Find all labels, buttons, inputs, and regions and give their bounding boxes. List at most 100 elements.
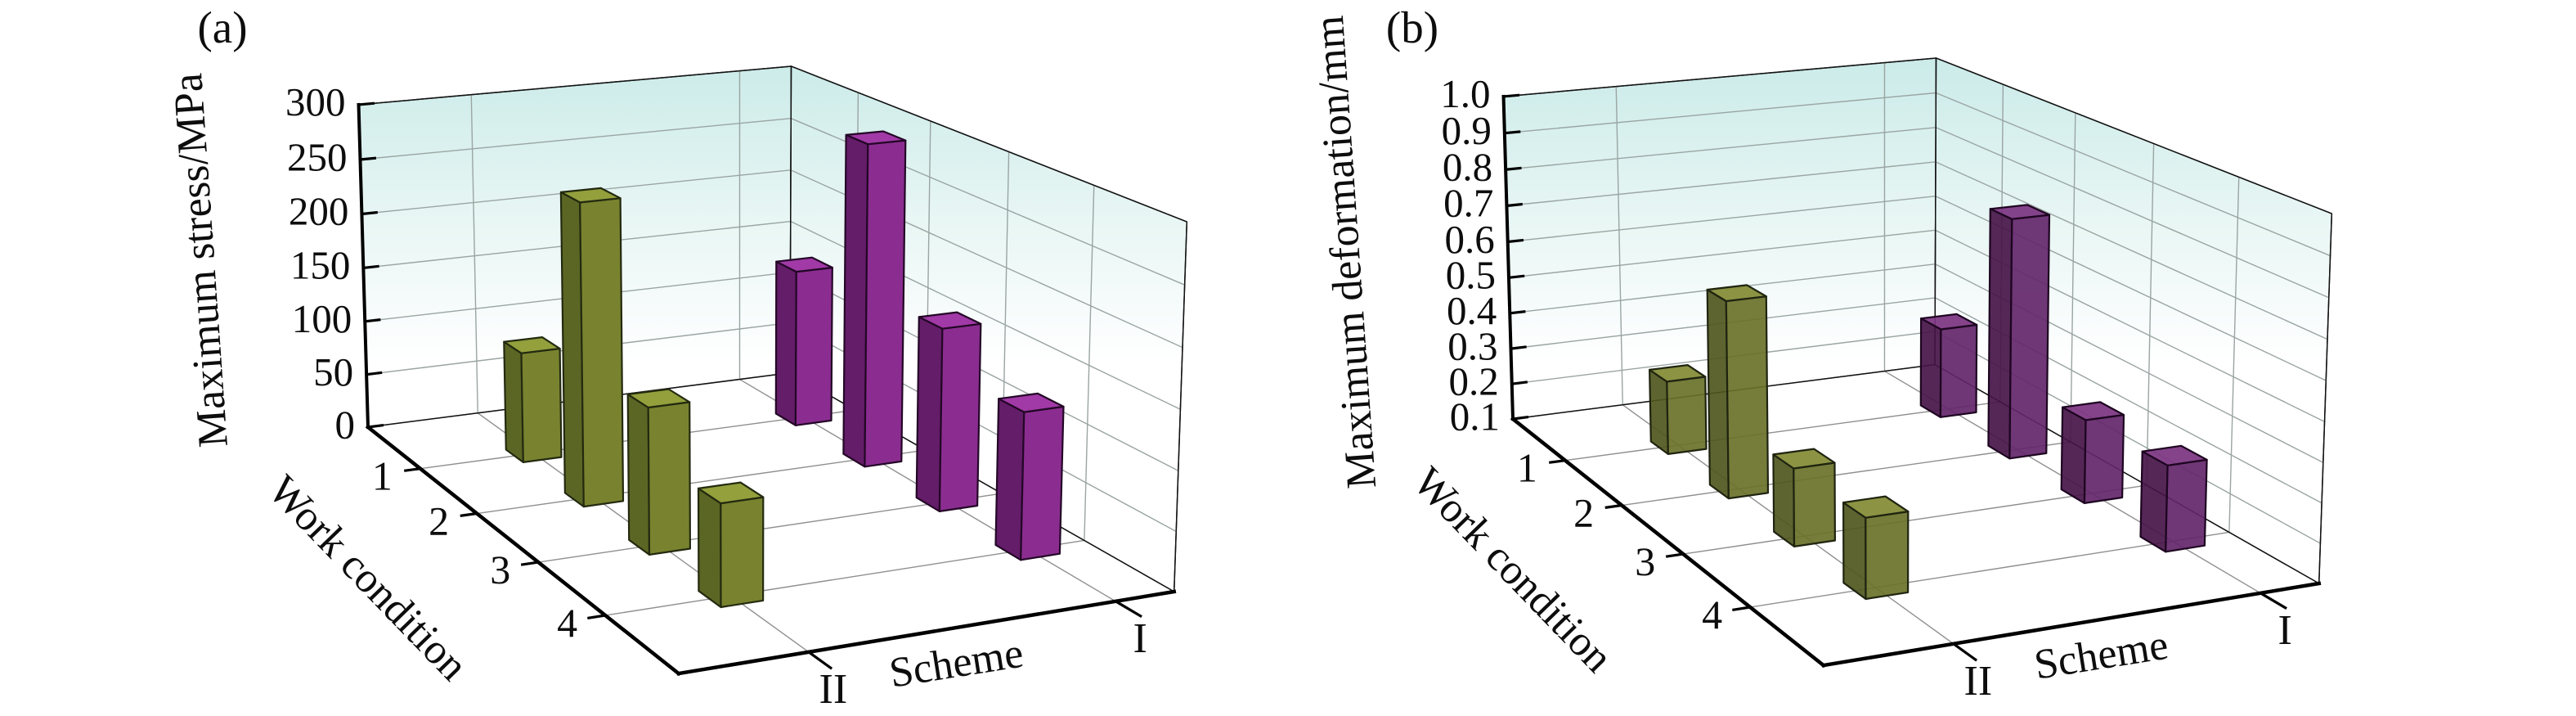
panel-label: (b) bbox=[1386, 2, 1438, 52]
work-condition-tick-label: 4 bbox=[557, 600, 577, 646]
left-wall-gridline bbox=[1506, 127, 1936, 170]
bar-front-face bbox=[1939, 323, 1978, 418]
bar-top-face bbox=[1842, 495, 1910, 519]
bar-scheme-i-wc2 bbox=[842, 130, 907, 468]
z-tick bbox=[1510, 345, 1527, 350]
z-tick-label: 0.4 bbox=[1447, 288, 1497, 333]
z-tick-label: 0.2 bbox=[1449, 358, 1499, 403]
bar-front-face bbox=[2083, 413, 2125, 505]
bar-top-face bbox=[626, 388, 691, 409]
z-tick bbox=[1506, 202, 1523, 208]
z-tick bbox=[1505, 166, 1522, 171]
z-tick bbox=[363, 264, 379, 270]
scheme-tick-label: I bbox=[1133, 615, 1147, 662]
z-tick bbox=[1504, 130, 1521, 135]
left-wall-gridline bbox=[1506, 161, 1936, 207]
bar-side-face bbox=[1842, 501, 1867, 601]
bar-side-face bbox=[2060, 406, 2087, 505]
z-tick-label: 0.5 bbox=[1446, 253, 1496, 298]
bar-scheme-ii-wc3 bbox=[626, 388, 692, 556]
bar-top-face bbox=[1648, 364, 1707, 383]
bar-front-face bbox=[864, 139, 907, 468]
scheme-tick bbox=[2260, 592, 2287, 610]
bar-scheme-ii-wc3 bbox=[1772, 448, 1836, 548]
bar-scheme-ii-wc4 bbox=[697, 481, 765, 609]
bar-scheme-i-wc1 bbox=[774, 256, 833, 426]
bar-top-face bbox=[559, 187, 622, 204]
wall-corner-edge bbox=[1934, 57, 1937, 365]
bar-front-face bbox=[1725, 295, 1770, 500]
bar-top-face bbox=[2141, 444, 2208, 466]
bar-scheme-i-wc4 bbox=[2139, 444, 2208, 553]
z-tick-label: 100 bbox=[292, 296, 352, 341]
right-wall-vertical-gridline bbox=[2146, 143, 2155, 486]
work-condition-tick bbox=[403, 467, 421, 472]
bar-side-face bbox=[1987, 208, 2013, 460]
left-wall-top-edge bbox=[358, 65, 792, 106]
z-tick bbox=[1511, 381, 1528, 385]
bar-top-face bbox=[998, 392, 1065, 413]
bar-scheme-ii-wc2 bbox=[1706, 284, 1770, 500]
bar-side-face bbox=[1919, 317, 1942, 418]
z-tick bbox=[1507, 238, 1524, 244]
left-wall-vertical-gridline bbox=[470, 94, 478, 413]
bar-scheme-ii-wc1 bbox=[503, 336, 563, 464]
bar-front-face bbox=[579, 197, 625, 508]
bar-side-face bbox=[774, 260, 797, 426]
bar-front-face bbox=[647, 401, 692, 556]
z-tick-label: 0.1 bbox=[1450, 394, 1500, 439]
z-tick-label: 50 bbox=[313, 349, 353, 394]
left-wall-gridline bbox=[360, 117, 792, 160]
scheme-axis-title: Scheme bbox=[2031, 622, 2171, 689]
bar-front-face bbox=[1865, 510, 1910, 601]
z-tick-label: 0 bbox=[335, 402, 356, 447]
scheme-tick-label: I bbox=[2278, 607, 2292, 654]
bar-scheme-i-wc3 bbox=[2060, 401, 2125, 505]
bar-top-face bbox=[697, 481, 765, 505]
z-tick-label: 0.3 bbox=[1447, 323, 1497, 368]
right-wall-side-edge bbox=[2318, 213, 2333, 584]
z-tick bbox=[360, 156, 377, 161]
z-tick-label: 0.7 bbox=[1443, 181, 1493, 226]
bar-scheme-i-wc3 bbox=[915, 311, 982, 513]
z-axis-title: Maximum deformation/mm bbox=[1306, 14, 1385, 490]
bar-front-face bbox=[1020, 405, 1065, 561]
bar-side-face bbox=[842, 133, 869, 468]
z-tick-label: 0.9 bbox=[1442, 108, 1492, 153]
scheme-tick bbox=[1952, 642, 1978, 662]
left-wall-gridline bbox=[1504, 92, 1936, 134]
bar-front-face bbox=[1793, 462, 1836, 548]
z-tick bbox=[366, 371, 383, 376]
bar-top-face bbox=[503, 336, 561, 354]
panel-b: 0.10.20.30.40.50.60.70.80.91.01234IIIMax… bbox=[1306, 2, 2333, 705]
bar-side-face bbox=[503, 340, 524, 464]
z-tick bbox=[365, 318, 381, 323]
bar-side-face bbox=[1648, 368, 1669, 456]
work-condition-tick-label: 1 bbox=[1517, 445, 1537, 491]
bar-top-face bbox=[1989, 204, 2051, 220]
left-wall-gridline bbox=[1507, 196, 1936, 243]
bar-front-face bbox=[2008, 214, 2051, 460]
bar-scheme-i-wc2 bbox=[1987, 204, 2051, 460]
right-wall-gridline bbox=[1935, 127, 2330, 299]
bar-top-face bbox=[1706, 284, 1767, 303]
bar-side-face bbox=[1772, 453, 1796, 548]
bar-side-face bbox=[2139, 450, 2169, 553]
z-tick-label: 1.0 bbox=[1440, 71, 1490, 116]
work-condition-tick-label: 4 bbox=[1702, 592, 1722, 637]
work-condition-tick bbox=[587, 614, 606, 620]
right-wall-side-edge bbox=[1173, 221, 1188, 592]
work-condition-tick bbox=[1665, 552, 1684, 558]
bar-scheme-ii-wc1 bbox=[1648, 364, 1708, 456]
bar-side-face bbox=[915, 316, 944, 513]
bar-top-face bbox=[1920, 313, 1978, 331]
work-condition-tick bbox=[1604, 503, 1622, 509]
floor-gridline-workcondition bbox=[605, 539, 1084, 616]
work-condition-tick bbox=[1732, 606, 1751, 612]
right-wall-vertical-gridline bbox=[2228, 177, 2240, 533]
bar-side-face bbox=[626, 393, 651, 556]
bar-top-face bbox=[918, 311, 982, 330]
z-tick-label: 200 bbox=[289, 189, 349, 234]
bar-side-face bbox=[1706, 288, 1730, 500]
